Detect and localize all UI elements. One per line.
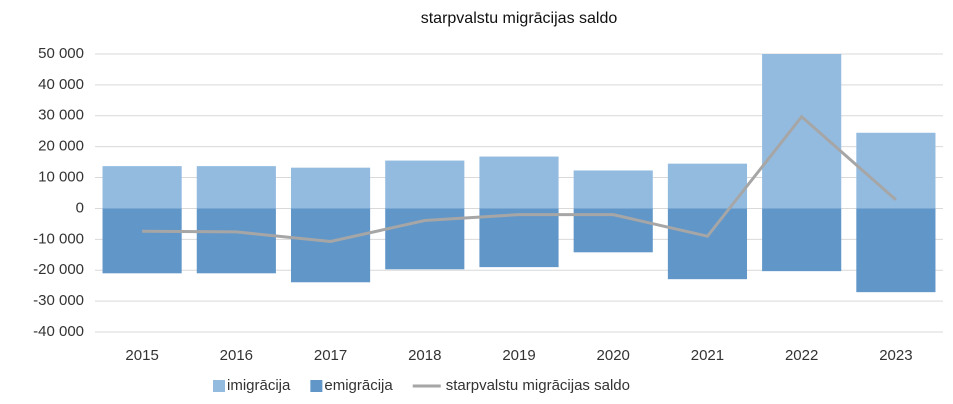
bar bbox=[196, 208, 276, 274]
y-tick-label: 50 000 bbox=[38, 45, 84, 62]
y-tick-label: 0 bbox=[76, 199, 84, 216]
bar bbox=[479, 208, 559, 268]
legend-swatch bbox=[213, 380, 225, 392]
bar bbox=[762, 208, 842, 272]
y-tick-label: -20 000 bbox=[33, 261, 84, 278]
bar bbox=[667, 208, 748, 280]
legend-label: imigrācija bbox=[227, 377, 291, 394]
x-tick-label: 2023 bbox=[879, 347, 912, 364]
legend-label: emigrācija bbox=[324, 377, 393, 394]
y-tick-label: -30 000 bbox=[33, 292, 84, 309]
x-tick-label: 2022 bbox=[785, 347, 818, 364]
x-tick-label: 2020 bbox=[597, 347, 630, 364]
y-tick-label: 40 000 bbox=[38, 76, 84, 93]
x-tick-label: 2017 bbox=[314, 347, 347, 364]
bar bbox=[385, 160, 465, 209]
bar bbox=[290, 208, 371, 283]
chart-title: starpvalstu migrācijas saldo bbox=[421, 10, 618, 27]
bar bbox=[102, 166, 182, 209]
line bbox=[142, 114, 897, 244]
x-tick-label: 2016 bbox=[220, 347, 253, 364]
x-tick-label: 2021 bbox=[691, 347, 724, 364]
x-tick-label: 2019 bbox=[502, 347, 535, 364]
bar bbox=[573, 170, 653, 209]
y-tick-label: 30 000 bbox=[38, 107, 84, 124]
bar bbox=[856, 132, 936, 209]
y-tick-label: -40 000 bbox=[33, 323, 84, 340]
bar bbox=[479, 156, 559, 209]
bar bbox=[762, 54, 842, 209]
bar bbox=[290, 167, 371, 209]
x-tick-label: 2015 bbox=[125, 347, 158, 364]
legend-label: starpvalstu migrācijas saldo bbox=[446, 377, 630, 394]
y-tick-label: -10 000 bbox=[33, 230, 84, 247]
bar bbox=[196, 166, 276, 209]
bar bbox=[102, 208, 182, 274]
legend-swatch bbox=[310, 380, 323, 392]
y-tick-label: 10 000 bbox=[38, 169, 84, 186]
y-tick-label: 20 000 bbox=[38, 138, 84, 155]
x-tick-label: 2018 bbox=[408, 347, 441, 364]
bar bbox=[856, 208, 936, 293]
